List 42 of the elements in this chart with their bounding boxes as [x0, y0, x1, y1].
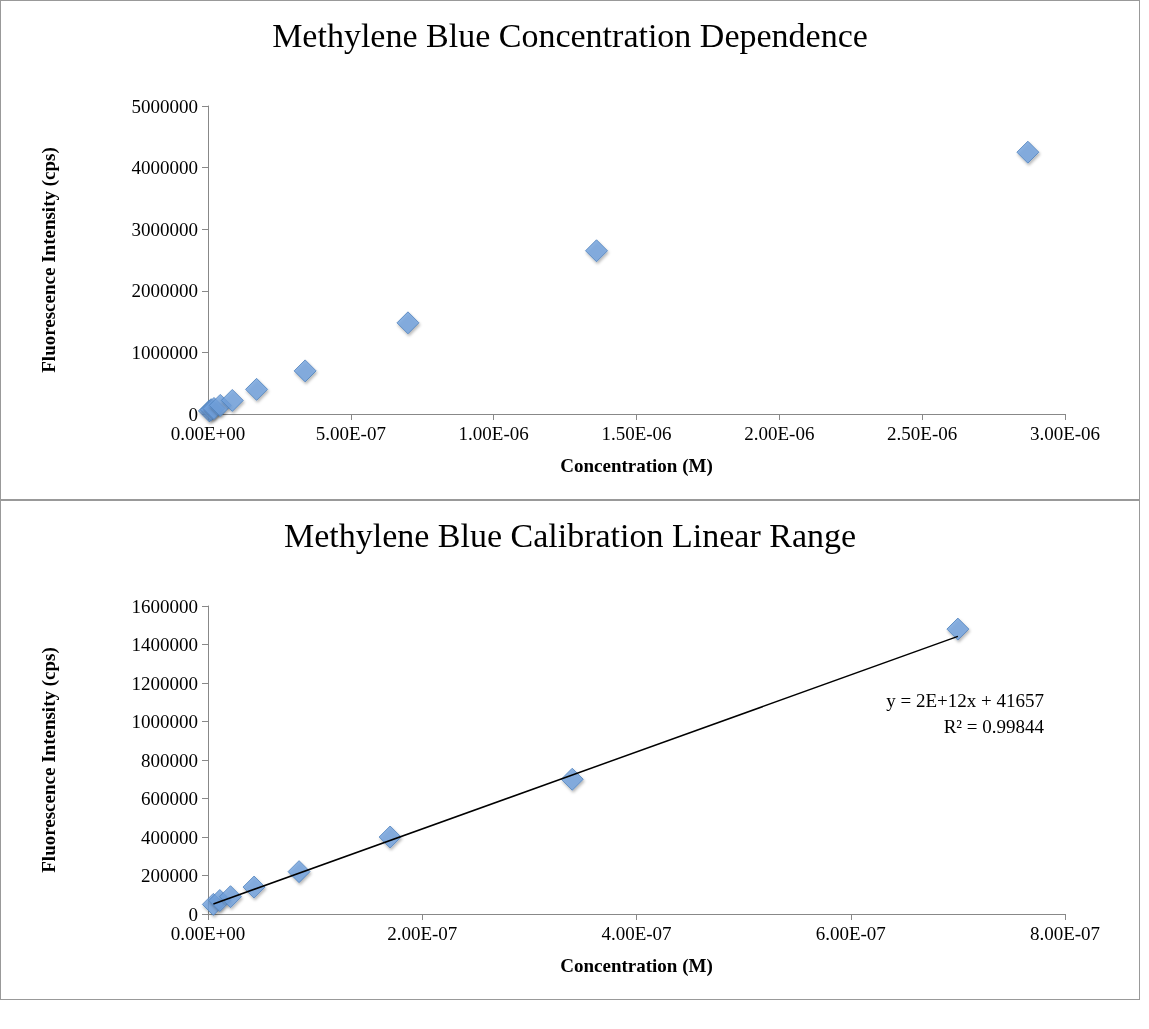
y-tick-label: 2000000 [131, 280, 198, 302]
point [396, 311, 420, 335]
point [245, 377, 269, 401]
y-axis-title: Fluorescence Intensity (cps) [38, 647, 60, 873]
annotation: y = 2E+12x + 41657 [886, 690, 1045, 711]
y-tick-label: 4000000 [131, 157, 198, 179]
x-tick-label: 3.00E-06 [1029, 423, 1101, 444]
x-axis-title: Concentration (M) [560, 955, 713, 977]
point [946, 617, 970, 641]
point [1016, 140, 1040, 164]
y-tick-label: 200000 [141, 865, 198, 886]
y-tick-label: 400000 [141, 826, 198, 848]
x-tick-label: 2.50E-06 [887, 423, 958, 444]
x-tick-label: 2.00E-06 [744, 423, 815, 444]
x-tick-label: 8.00E-07 [1029, 923, 1101, 944]
y-tick-label: 3000000 [131, 218, 198, 240]
y-tick-label: 0 [188, 403, 198, 425]
x-tick-label: 1.50E-06 [601, 423, 672, 444]
y-tick-label: 0 [188, 903, 198, 925]
y-tick-label: 5000000 [131, 95, 198, 117]
x-tick-label: 6.00E-07 [815, 923, 886, 944]
x-tick-label: 0.00E+00 [170, 423, 246, 444]
chart-title: Methylene Blue Concentration Dependence [272, 16, 868, 54]
x-tick-label: 4.00E-07 [601, 923, 672, 944]
x-tick-label: 0.00E+00 [170, 923, 246, 944]
point [293, 359, 317, 383]
y-tick-label: 1000000 [131, 341, 198, 363]
y-tick-label: 1000000 [131, 711, 198, 732]
x-tick-label: 1.00E-06 [458, 423, 529, 444]
y-axis-title: Fluorescence Intensity (cps) [38, 147, 60, 373]
annotation: R² = 0.99844 [943, 716, 1045, 737]
point [585, 239, 609, 263]
y-tick-label: 600000 [141, 788, 198, 809]
x-tick-label: 2.00E-07 [387, 923, 458, 944]
point [220, 388, 244, 412]
x-tick-label: 5.00E-07 [315, 423, 386, 444]
x-axis-title: Concentration (M) [560, 455, 713, 477]
chart-title: Methylene Blue Calibration Linear Range [283, 516, 857, 554]
y-tick-label: 1400000 [131, 634, 198, 655]
y-tick-label: 800000 [141, 749, 198, 771]
y-tick-label: 1200000 [131, 672, 198, 694]
y-tick-label: 1600000 [131, 595, 198, 617]
